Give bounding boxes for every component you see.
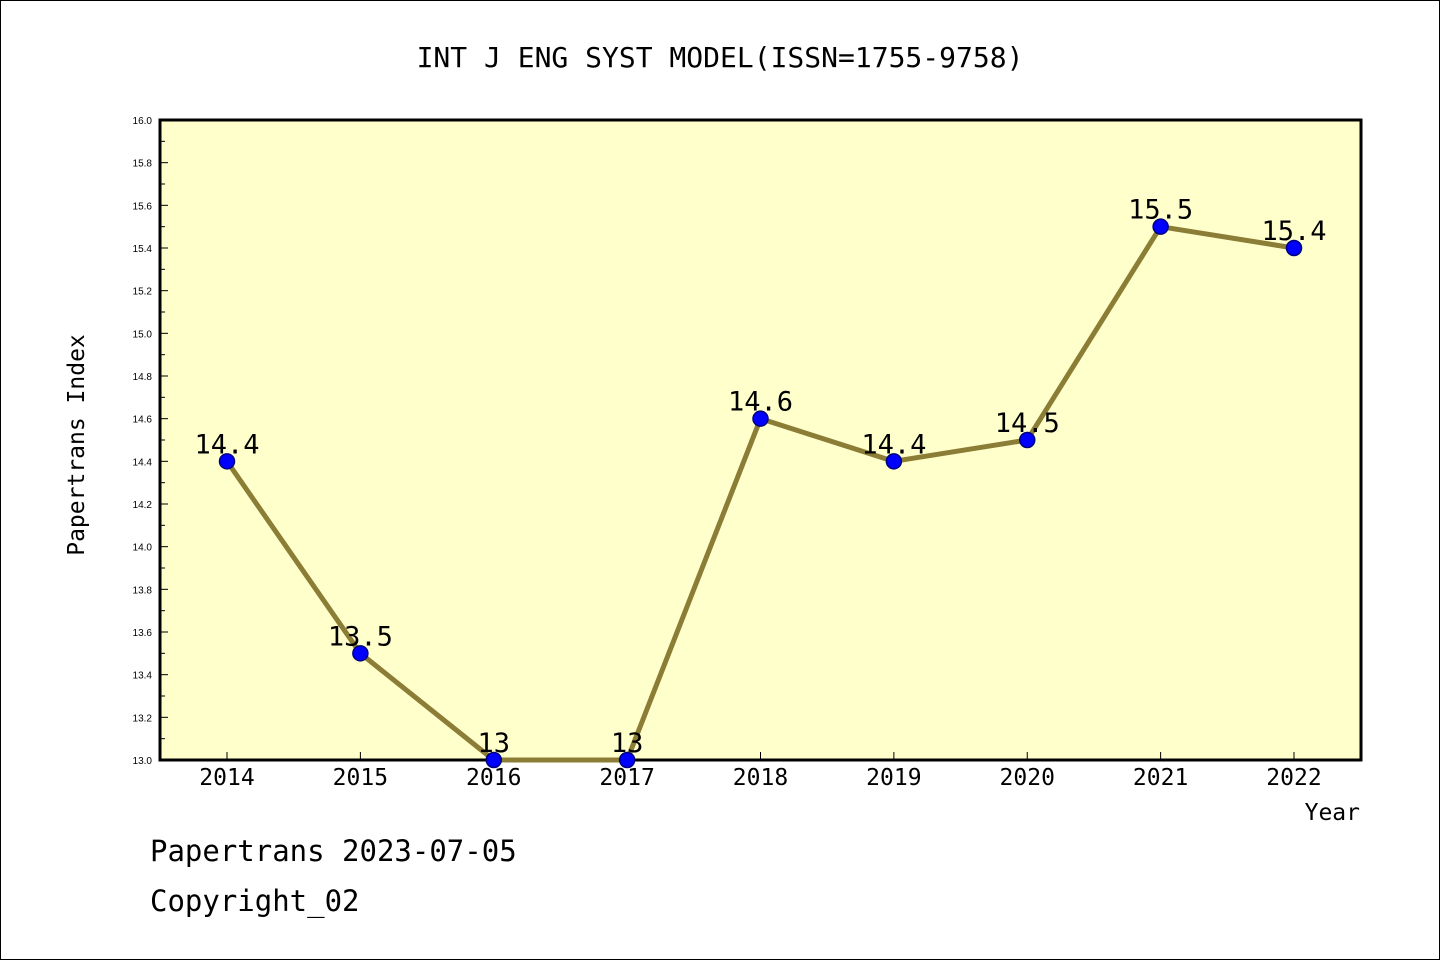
x-tick-label: 2017 bbox=[599, 765, 654, 791]
data-label: 14.6 bbox=[728, 387, 793, 418]
x-tick-label: 2018 bbox=[733, 765, 788, 791]
y-tick-label: 15.6 bbox=[133, 201, 153, 212]
data-label: 14.5 bbox=[995, 408, 1060, 439]
x-tick-label: 2019 bbox=[866, 765, 921, 791]
data-label: 13 bbox=[611, 728, 644, 759]
data-label: 13.5 bbox=[328, 621, 393, 652]
data-label: 15.4 bbox=[1261, 216, 1326, 247]
footer-copyright: Copyright_02 bbox=[150, 884, 360, 918]
chart-title: INT J ENG SYST MODEL(ISSN=1755-9758) bbox=[417, 41, 1024, 74]
data-point bbox=[885, 453, 903, 470]
data-label: 15.5 bbox=[1128, 195, 1193, 226]
data-label: 14.4 bbox=[861, 429, 926, 460]
data-point bbox=[485, 751, 502, 769]
data-point bbox=[1285, 239, 1303, 257]
y-axis: 13.0 13.2 13.4 13.6 13.8 14.0 14.2 14.4 14.6 14.8… bbox=[133, 116, 168, 767]
y-tick-label: 13.2 bbox=[133, 713, 153, 724]
y-tick-label: 13.4 bbox=[133, 671, 153, 682]
data-point bbox=[618, 751, 636, 769]
y-tick-label: 14.4 bbox=[133, 457, 153, 468]
y-tick-label: 15.0 bbox=[133, 329, 153, 340]
data-point bbox=[352, 645, 369, 662]
y-tick-label: 14.8 bbox=[133, 372, 153, 383]
y-tick-label: 16.0 bbox=[133, 116, 153, 127]
x-axis: 2014 2015 2016 2017 2018 2019 2020 2021 2022 bbox=[199, 752, 1322, 791]
y-tick-label: 13.8 bbox=[133, 585, 153, 596]
y-tick-label: 15.4 bbox=[133, 244, 153, 255]
y-tick-label: 13.0 bbox=[133, 756, 153, 767]
data-point bbox=[218, 453, 236, 470]
x-tick-label: 2020 bbox=[1000, 765, 1055, 791]
series-layer: 14.4 13.5 13 13 14.6 14.4 14.5 15.5 15.4 bbox=[194, 195, 1327, 769]
x-tick-label: 2014 bbox=[199, 765, 254, 791]
x-tick-label: 2022 bbox=[1266, 765, 1321, 791]
y-tick-label: 14.6 bbox=[133, 415, 153, 426]
data-label: 14.4 bbox=[194, 429, 259, 460]
x-tick-label: 2016 bbox=[466, 765, 521, 791]
x-axis-label: Year bbox=[1305, 800, 1360, 826]
data-point bbox=[752, 410, 769, 427]
x-tick-label: 2021 bbox=[1133, 765, 1188, 791]
y-tick-label: 15.2 bbox=[133, 287, 153, 298]
y-tick-label: 14.0 bbox=[133, 543, 153, 554]
data-point bbox=[1019, 431, 1036, 449]
y-tick-label: 15.8 bbox=[133, 159, 153, 170]
y-axis-label: Papertrans Index bbox=[64, 334, 90, 556]
data-label: 13 bbox=[477, 728, 510, 759]
y-tick-label: 14.2 bbox=[133, 500, 153, 511]
x-tick-label: 2015 bbox=[333, 765, 388, 791]
y-tick-label: 13.6 bbox=[133, 628, 153, 639]
footer-date: Papertrans 2023-07-05 bbox=[150, 834, 517, 868]
data-point bbox=[1152, 218, 1169, 235]
